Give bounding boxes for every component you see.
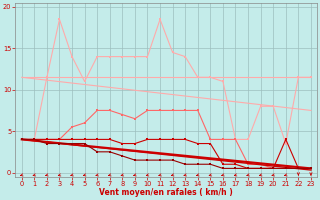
X-axis label: Vent moyen/en rafales ( km/h ): Vent moyen/en rafales ( km/h ) (100, 188, 233, 197)
